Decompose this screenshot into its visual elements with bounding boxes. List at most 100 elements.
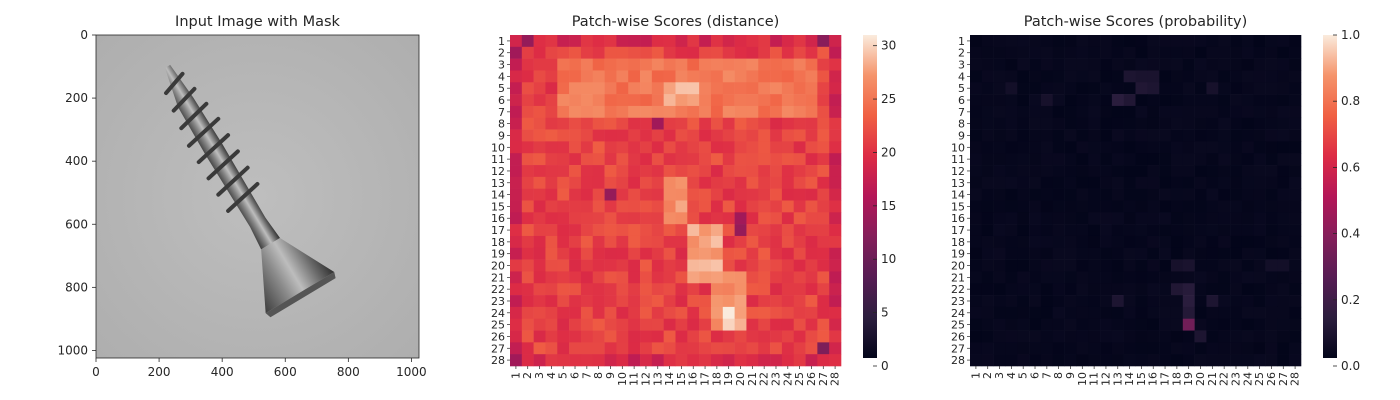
heatmap-cell xyxy=(1241,354,1255,367)
heatmap-cell xyxy=(1135,306,1148,320)
heatmap-cell xyxy=(781,117,795,130)
heatmap-cell xyxy=(1029,259,1042,272)
heatmap-cell xyxy=(1100,188,1113,201)
heatmap-y-tick-label: 12 xyxy=(491,165,505,178)
heatmap-cell xyxy=(592,354,605,367)
heatmap-cell xyxy=(1159,200,1172,213)
heatmap-cell xyxy=(1029,200,1042,213)
colorbar-tick-label: 25 xyxy=(881,92,896,106)
heatmap-cell xyxy=(663,153,676,166)
heatmap-cell xyxy=(1241,342,1255,355)
heatmap-cell xyxy=(1253,129,1266,142)
heatmap-cell xyxy=(781,94,795,107)
heatmap-cell xyxy=(1170,259,1184,272)
heatmap-cell xyxy=(533,117,546,130)
heatmap-cell xyxy=(1076,306,1089,320)
heatmap-cell xyxy=(1218,318,1231,331)
heatmap-cell xyxy=(1029,141,1042,154)
heatmap-cell xyxy=(770,247,783,260)
heatmap-cell xyxy=(734,82,747,95)
heatmap-cell xyxy=(1147,165,1160,178)
heatmap-cell xyxy=(993,271,1006,284)
heatmap-cell xyxy=(1123,354,1136,367)
heatmap-cell xyxy=(580,342,594,355)
heatmap-cell xyxy=(1265,129,1278,142)
heatmap-cell xyxy=(569,141,582,154)
heatmap-cell xyxy=(1194,259,1207,272)
heatmap-cell xyxy=(699,306,712,320)
heatmap-cell xyxy=(1289,306,1302,320)
heatmap-cell xyxy=(1241,259,1255,272)
heatmap-cell xyxy=(993,117,1006,130)
heatmap-cell xyxy=(604,271,617,284)
heatmap-cell xyxy=(1241,141,1255,154)
heatmap-cell xyxy=(510,235,523,249)
heatmap-cell xyxy=(675,58,688,71)
heatmap-cell xyxy=(1005,212,1018,225)
heatmap-cell xyxy=(580,247,594,260)
heatmap-cell xyxy=(510,224,523,237)
heatmap-cell xyxy=(616,235,629,249)
heatmap-cell xyxy=(1111,306,1124,320)
heatmap-cell xyxy=(592,306,605,320)
heatmap-cell xyxy=(1289,247,1302,260)
heatmap-cell xyxy=(1029,224,1042,237)
heatmap-cell xyxy=(1076,35,1089,48)
heatmap-cell xyxy=(1277,295,1290,308)
image-x-tick-label: 1000 xyxy=(396,365,427,379)
image-x-tick-label: 0 xyxy=(92,365,100,379)
heatmap-cell xyxy=(1241,46,1255,59)
heatmap-x-tick-label: 11 xyxy=(628,372,641,386)
heatmap-cell xyxy=(1111,342,1124,355)
heatmap-cell xyxy=(1147,224,1160,237)
heatmap-cell xyxy=(663,295,676,308)
heatmap-cell xyxy=(981,259,994,272)
heatmap-y-tick-label: 1 xyxy=(498,35,505,48)
heatmap-cell xyxy=(651,330,664,343)
colorbar-tick-label: 15 xyxy=(881,199,896,213)
heatmap-cell xyxy=(1289,129,1302,142)
heatmap-cell xyxy=(687,283,700,296)
heatmap-cell xyxy=(981,153,994,166)
heatmap-x-tick-label: 25 xyxy=(1253,372,1266,386)
heatmap-cell xyxy=(970,271,983,284)
heatmap-cell xyxy=(781,271,795,284)
heatmap-cell xyxy=(1218,35,1231,48)
heatmap-cell xyxy=(722,176,735,189)
heatmap-cell xyxy=(817,212,830,225)
heatmap-cell xyxy=(710,105,724,119)
heatmap-cell xyxy=(734,70,747,83)
heatmap-x-tick-label: 6 xyxy=(569,372,582,379)
heatmap-cell xyxy=(521,247,534,260)
heatmap-cell xyxy=(970,330,983,343)
heatmap-cell xyxy=(510,342,523,355)
heatmap-cell xyxy=(651,82,664,95)
heatmap-cell xyxy=(1017,105,1030,119)
input-image-title: Input Image with Mask xyxy=(175,14,340,30)
heatmap-cell xyxy=(533,283,546,296)
heatmap-cell xyxy=(640,295,653,308)
heatmap-cell xyxy=(545,117,558,130)
heatmap-cell xyxy=(770,306,783,320)
heatmap-cell xyxy=(1265,82,1278,95)
heatmap-cell xyxy=(1265,188,1278,201)
heatmap-cell xyxy=(710,82,724,95)
heatmap-cell xyxy=(1277,200,1290,213)
heatmap-cell xyxy=(640,212,653,225)
heatmap-cell xyxy=(805,306,818,320)
heatmap-cell xyxy=(580,105,594,119)
heatmap-cell xyxy=(592,283,605,296)
heatmap-cell xyxy=(1182,94,1195,107)
heatmap-cell xyxy=(1088,165,1101,178)
heatmap-cell xyxy=(1052,141,1065,154)
heatmap-cell xyxy=(781,46,795,59)
heatmap-x-tick-label: 3 xyxy=(993,372,1006,379)
heatmap-cell xyxy=(805,94,818,107)
heatmap-cell xyxy=(1218,153,1231,166)
heatmap-cell xyxy=(734,283,747,296)
heatmap-cell xyxy=(1253,176,1266,189)
heatmap-cell xyxy=(687,129,700,142)
heatmap-cell xyxy=(1100,342,1113,355)
heatmap-cell xyxy=(663,129,676,142)
heatmap-cell xyxy=(758,117,771,130)
